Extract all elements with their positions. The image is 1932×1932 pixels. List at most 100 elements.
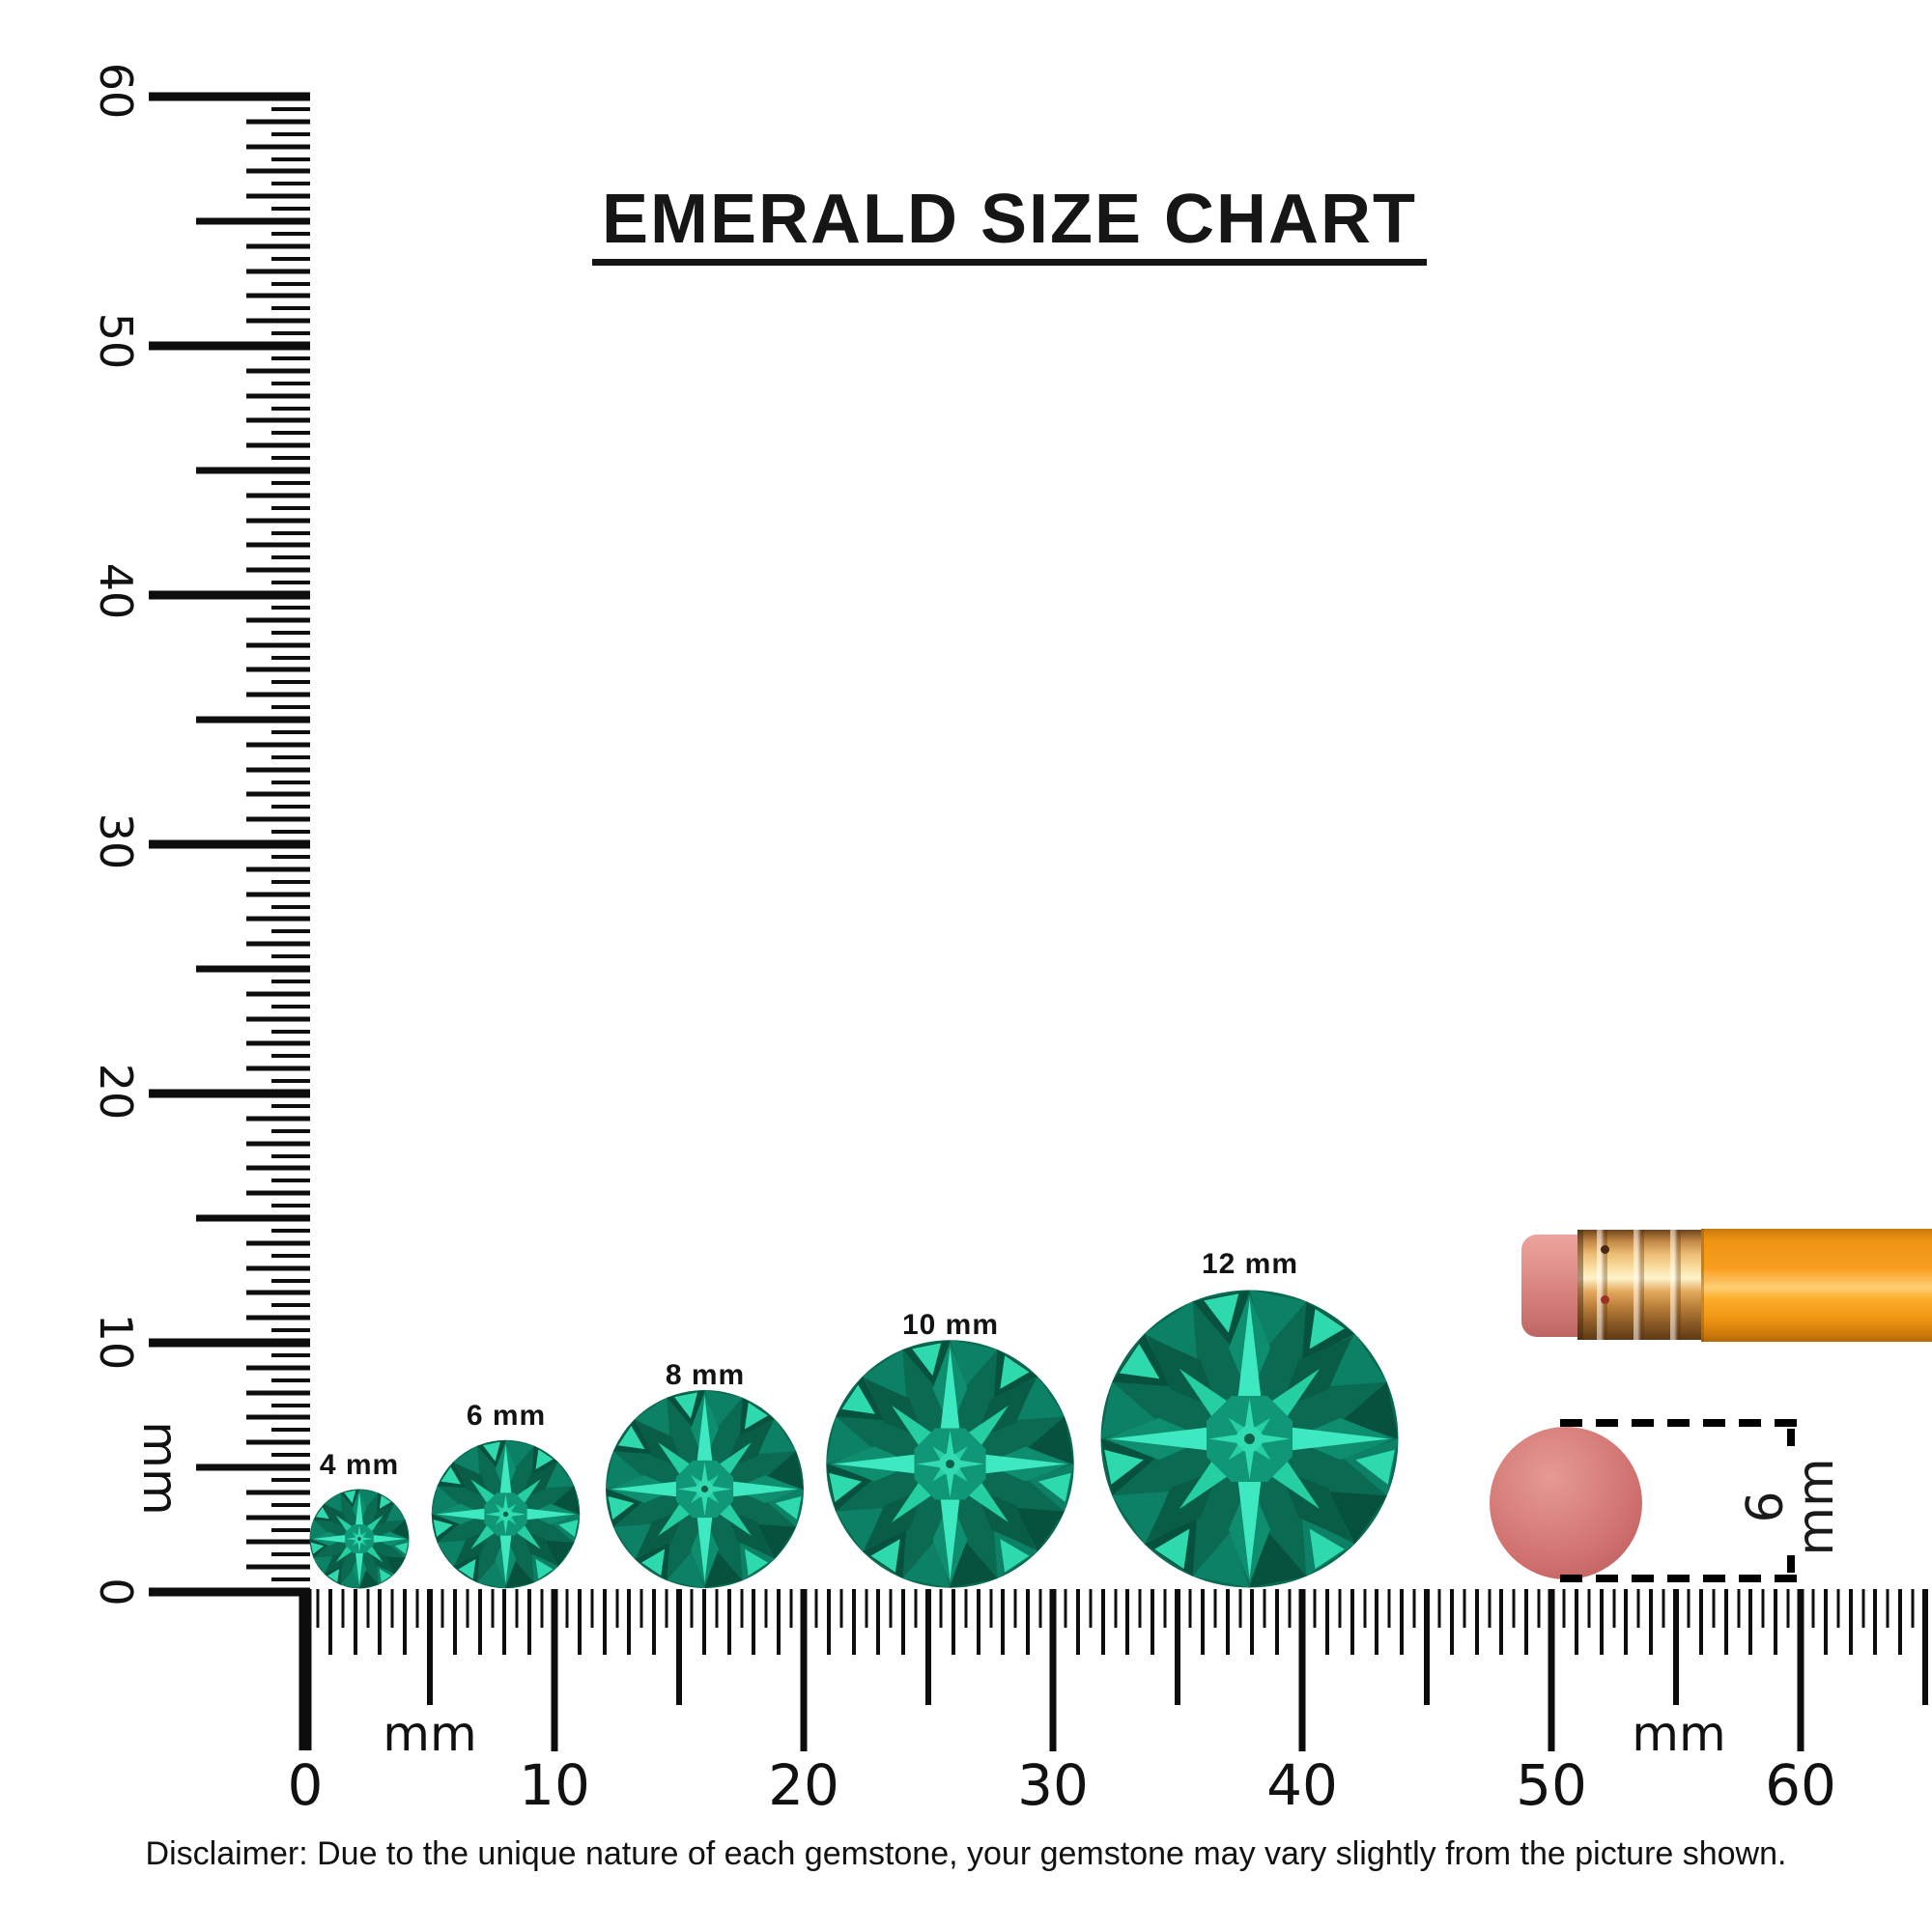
- ruler-tick: [1424, 1589, 1430, 1705]
- ruler-tick: [271, 555, 310, 560]
- ruler-tick: [865, 1589, 867, 1628]
- ruler-tick: [540, 1589, 544, 1628]
- ruler-tick: [665, 1589, 668, 1628]
- gem-size-label-10mm: 10 mm: [901, 1309, 1000, 1341]
- ferrule-rivet: [1601, 1245, 1609, 1254]
- dimension-dash-top: [1560, 1419, 1798, 1427]
- ruler-tick: [246, 1564, 310, 1570]
- ruler-tick: [341, 1589, 345, 1628]
- dimension-dash-bottom: [1560, 1575, 1798, 1582]
- ruler-tick: [271, 729, 310, 734]
- ruler-tick: [271, 1128, 310, 1133]
- ruler-tick: [271, 1179, 310, 1183]
- ruler-tick: [1175, 1589, 1180, 1705]
- page-title: EMERALD SIZE CHART: [602, 181, 1417, 258]
- ruler-tick: [246, 417, 310, 423]
- pencil-graphic: [1521, 1229, 1932, 1343]
- ruler-tick: [246, 791, 310, 797]
- ruler-tick: [246, 1040, 310, 1046]
- ruler-tick: [271, 630, 310, 635]
- ruler-tick: [676, 1589, 682, 1705]
- ruler-tick: [196, 1463, 310, 1471]
- ruler-tick: [440, 1589, 444, 1628]
- ruler-tick: [271, 530, 310, 535]
- ruler-tick: [246, 1141, 310, 1147]
- ruler-tick: [1612, 1589, 1615, 1628]
- ruler-tick: [271, 1453, 310, 1458]
- ruler-tick: [378, 1589, 383, 1655]
- ruler-tick: [1474, 1589, 1479, 1655]
- ruler-tick: [1213, 1589, 1217, 1628]
- ruler-tick: [690, 1589, 694, 1628]
- ruler-tick: [789, 1589, 793, 1628]
- h-ruler-label-20: 20: [768, 1752, 839, 1818]
- ruler-tick: [1125, 1589, 1130, 1655]
- ruler-tick: [1437, 1589, 1441, 1628]
- ruler-tick: [246, 867, 310, 872]
- ruler-tick: [271, 1552, 310, 1557]
- ruler-tick: [271, 306, 310, 311]
- h-ruler-label-50: 50: [1516, 1752, 1587, 1818]
- ruler-tick: [1013, 1589, 1017, 1628]
- gem-size-label-12mm: 12 mm: [1201, 1248, 1299, 1280]
- ruler-tick: [271, 1428, 310, 1433]
- ruler-tick: [925, 1589, 931, 1705]
- ruler-tick: [271, 854, 310, 859]
- ruler-tick: [271, 1403, 310, 1407]
- ruler-tick: [1238, 1589, 1241, 1628]
- ruler-tick: [271, 1527, 310, 1532]
- emerald-gem-graphic-12mm: [1100, 1290, 1399, 1588]
- ruler-tick: [1512, 1589, 1516, 1628]
- ruler-tick: [271, 1228, 310, 1233]
- ruler-tick: [271, 505, 310, 510]
- ruler-tick: [246, 1265, 310, 1271]
- ruler-tick: [1636, 1589, 1640, 1628]
- ruler-tick: [271, 156, 310, 161]
- ruler-tick: [271, 480, 310, 485]
- ruler-tick: [246, 1390, 310, 1396]
- ruler-tick: [271, 680, 310, 685]
- ruler-tick: [271, 456, 310, 461]
- ruler-tick: [1811, 1589, 1815, 1628]
- ruler-tick: [246, 991, 310, 997]
- ruler-tick: [839, 1589, 843, 1628]
- h-ruler-label-30: 30: [1017, 1752, 1089, 1818]
- ruler-tick: [271, 231, 310, 236]
- pencil-body: [1701, 1229, 1932, 1342]
- ruler-tick: [246, 1365, 310, 1371]
- ruler-tick: [1263, 1589, 1266, 1628]
- ruler-tick: [466, 1589, 469, 1628]
- ruler-tick: [1363, 1589, 1366, 1628]
- ruler-tick: [415, 1589, 419, 1628]
- ruler-tick: [1848, 1589, 1853, 1655]
- ruler-tick: [1786, 1589, 1790, 1628]
- ruler-tick: [951, 1589, 955, 1655]
- ruler-tick: [764, 1589, 768, 1628]
- ruler-tick: [527, 1589, 532, 1655]
- ruler-tick: [726, 1589, 731, 1655]
- ruler-tick: [149, 92, 310, 101]
- ruler-tick: [246, 816, 310, 822]
- ruler-tick: [1151, 1589, 1155, 1655]
- ruler-tick: [1548, 1589, 1555, 1751]
- ruler-tick: [271, 381, 310, 385]
- ruler-tick: [814, 1589, 818, 1628]
- ruler-tick: [1712, 1589, 1716, 1628]
- ruler-tick: [515, 1589, 519, 1628]
- ruler-tick: [1350, 1589, 1354, 1655]
- ruler-tick: [271, 106, 310, 111]
- ruler-tick: [901, 1589, 906, 1655]
- ruler-tick: [246, 243, 310, 249]
- ruler-tick: [246, 642, 310, 648]
- ruler-tick: [1922, 1589, 1928, 1705]
- ruler-tick: [149, 839, 310, 849]
- pencil-eraser-tip: [1521, 1235, 1577, 1337]
- emerald-gem-graphic-10mm: [826, 1340, 1074, 1588]
- ruler-tick: [246, 1315, 310, 1321]
- gem-size-label-6mm: 6 mm: [466, 1400, 547, 1432]
- ruler-tick: [246, 119, 310, 125]
- ruler-tick: [271, 182, 310, 186]
- ruler-tick: [196, 716, 310, 724]
- ruler-tick: [246, 393, 310, 399]
- ruler-tick: [1200, 1589, 1205, 1655]
